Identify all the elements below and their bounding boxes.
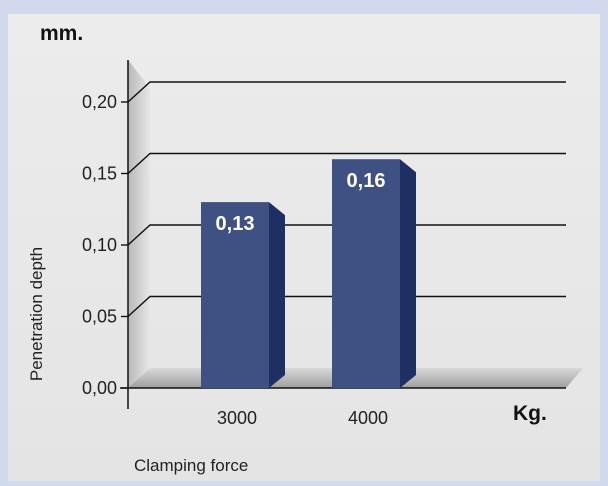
bar-data-label: 0,16 (347, 170, 386, 192)
gridline (127, 81, 566, 103)
axis-side-wall (128, 60, 150, 388)
gridline (127, 295, 566, 318)
y-tick-label: 0,05 (82, 307, 117, 327)
bar-side (400, 159, 416, 388)
bar-chart: 0,00 0,05 0,10 0,15 0,20 0,13 0,16 3000 4000 m… (27, 22, 583, 475)
bar-group: 0,16 (332, 159, 416, 388)
bars: 0,13 0,16 (201, 159, 416, 388)
gridline (127, 224, 566, 246)
y-unit-label: mm. (40, 22, 83, 45)
y-axis-title: Penetration depth (27, 247, 46, 381)
bar (201, 202, 269, 388)
bar-side (269, 202, 285, 388)
gridline (127, 152, 566, 175)
x-tick-label: 4000 (348, 408, 388, 428)
x-unit-label: Kg. (513, 402, 547, 425)
x-axis-ticks: 3000 4000 (217, 408, 388, 428)
bar-group: 0,13 (201, 202, 285, 388)
chart-panel: 0,00 0,05 0,10 0,15 0,20 0,13 0,16 3000 4000 m… (8, 14, 600, 481)
y-tick-label: 0,00 (82, 378, 117, 398)
y-axis-ticks: 0,00 0,05 0,10 0,15 0,20 (82, 92, 128, 398)
bar-data-label: 0,13 (216, 213, 255, 235)
x-tick-label: 3000 (217, 408, 257, 428)
y-tick-label: 0,10 (82, 235, 117, 255)
bar (332, 159, 400, 388)
y-tick-label: 0,15 (82, 164, 117, 184)
x-axis-title: Clamping force (134, 456, 248, 475)
gridlines (127, 81, 566, 318)
y-tick-label: 0,20 (82, 92, 117, 112)
